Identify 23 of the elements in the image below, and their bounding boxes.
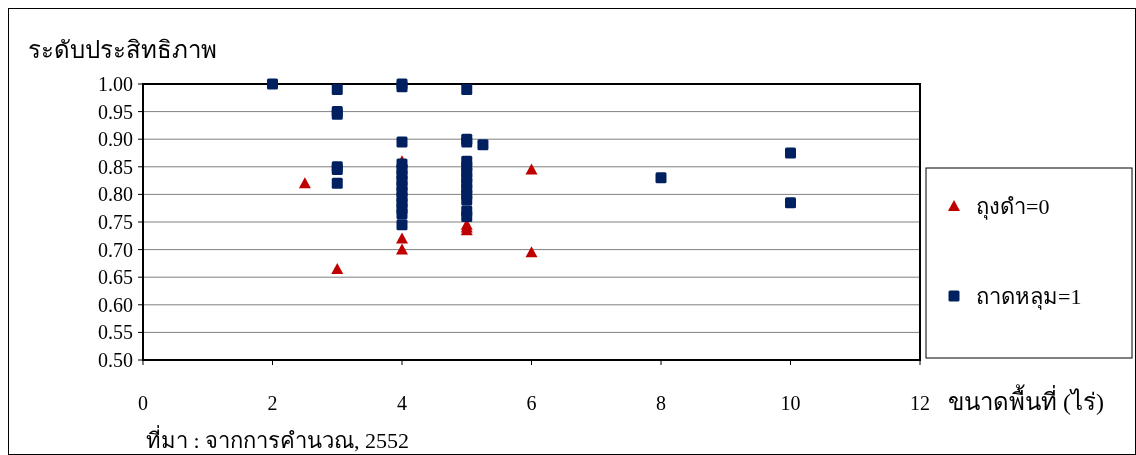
- y-axis-title: ระดับประสิทธิภาพ: [28, 37, 217, 63]
- y-tick-label: 0.85: [98, 155, 133, 178]
- text: ที่มา : จากการคำนวณ, 2552: [146, 425, 410, 453]
- y-tick-label: 0.95: [98, 100, 133, 123]
- legend-label: ถาดหลุม=1: [976, 283, 1082, 310]
- x-tick-label: 4: [397, 392, 407, 414]
- y-tick-label: 0.70: [98, 238, 133, 261]
- x-tick-label: 12: [910, 392, 930, 414]
- y-tick-label: 0.75: [98, 211, 133, 233]
- y-tick-label: 1.00: [98, 73, 133, 95]
- x-tick-label: 10: [780, 392, 801, 414]
- x-tick-label: 2: [267, 392, 278, 414]
- y-tick-label: 0.65: [98, 266, 133, 289]
- y-tick-label: 0.50: [98, 349, 133, 371]
- x-axis-title: ขนาดพื้นที่ (ไร่): [948, 384, 1104, 415]
- x-tick-label: 8: [656, 392, 666, 414]
- y-tick-label: 0.80: [98, 183, 133, 206]
- y-tick-label: 0.90: [98, 128, 133, 151]
- x-tick-label: 6: [526, 392, 537, 414]
- y-tick-label: 0.60: [98, 293, 133, 316]
- legend-label: ถุงดำ=0: [976, 193, 1050, 220]
- y-tick-label: 0.55: [98, 321, 133, 344]
- x-tick-label: 0: [138, 392, 148, 414]
